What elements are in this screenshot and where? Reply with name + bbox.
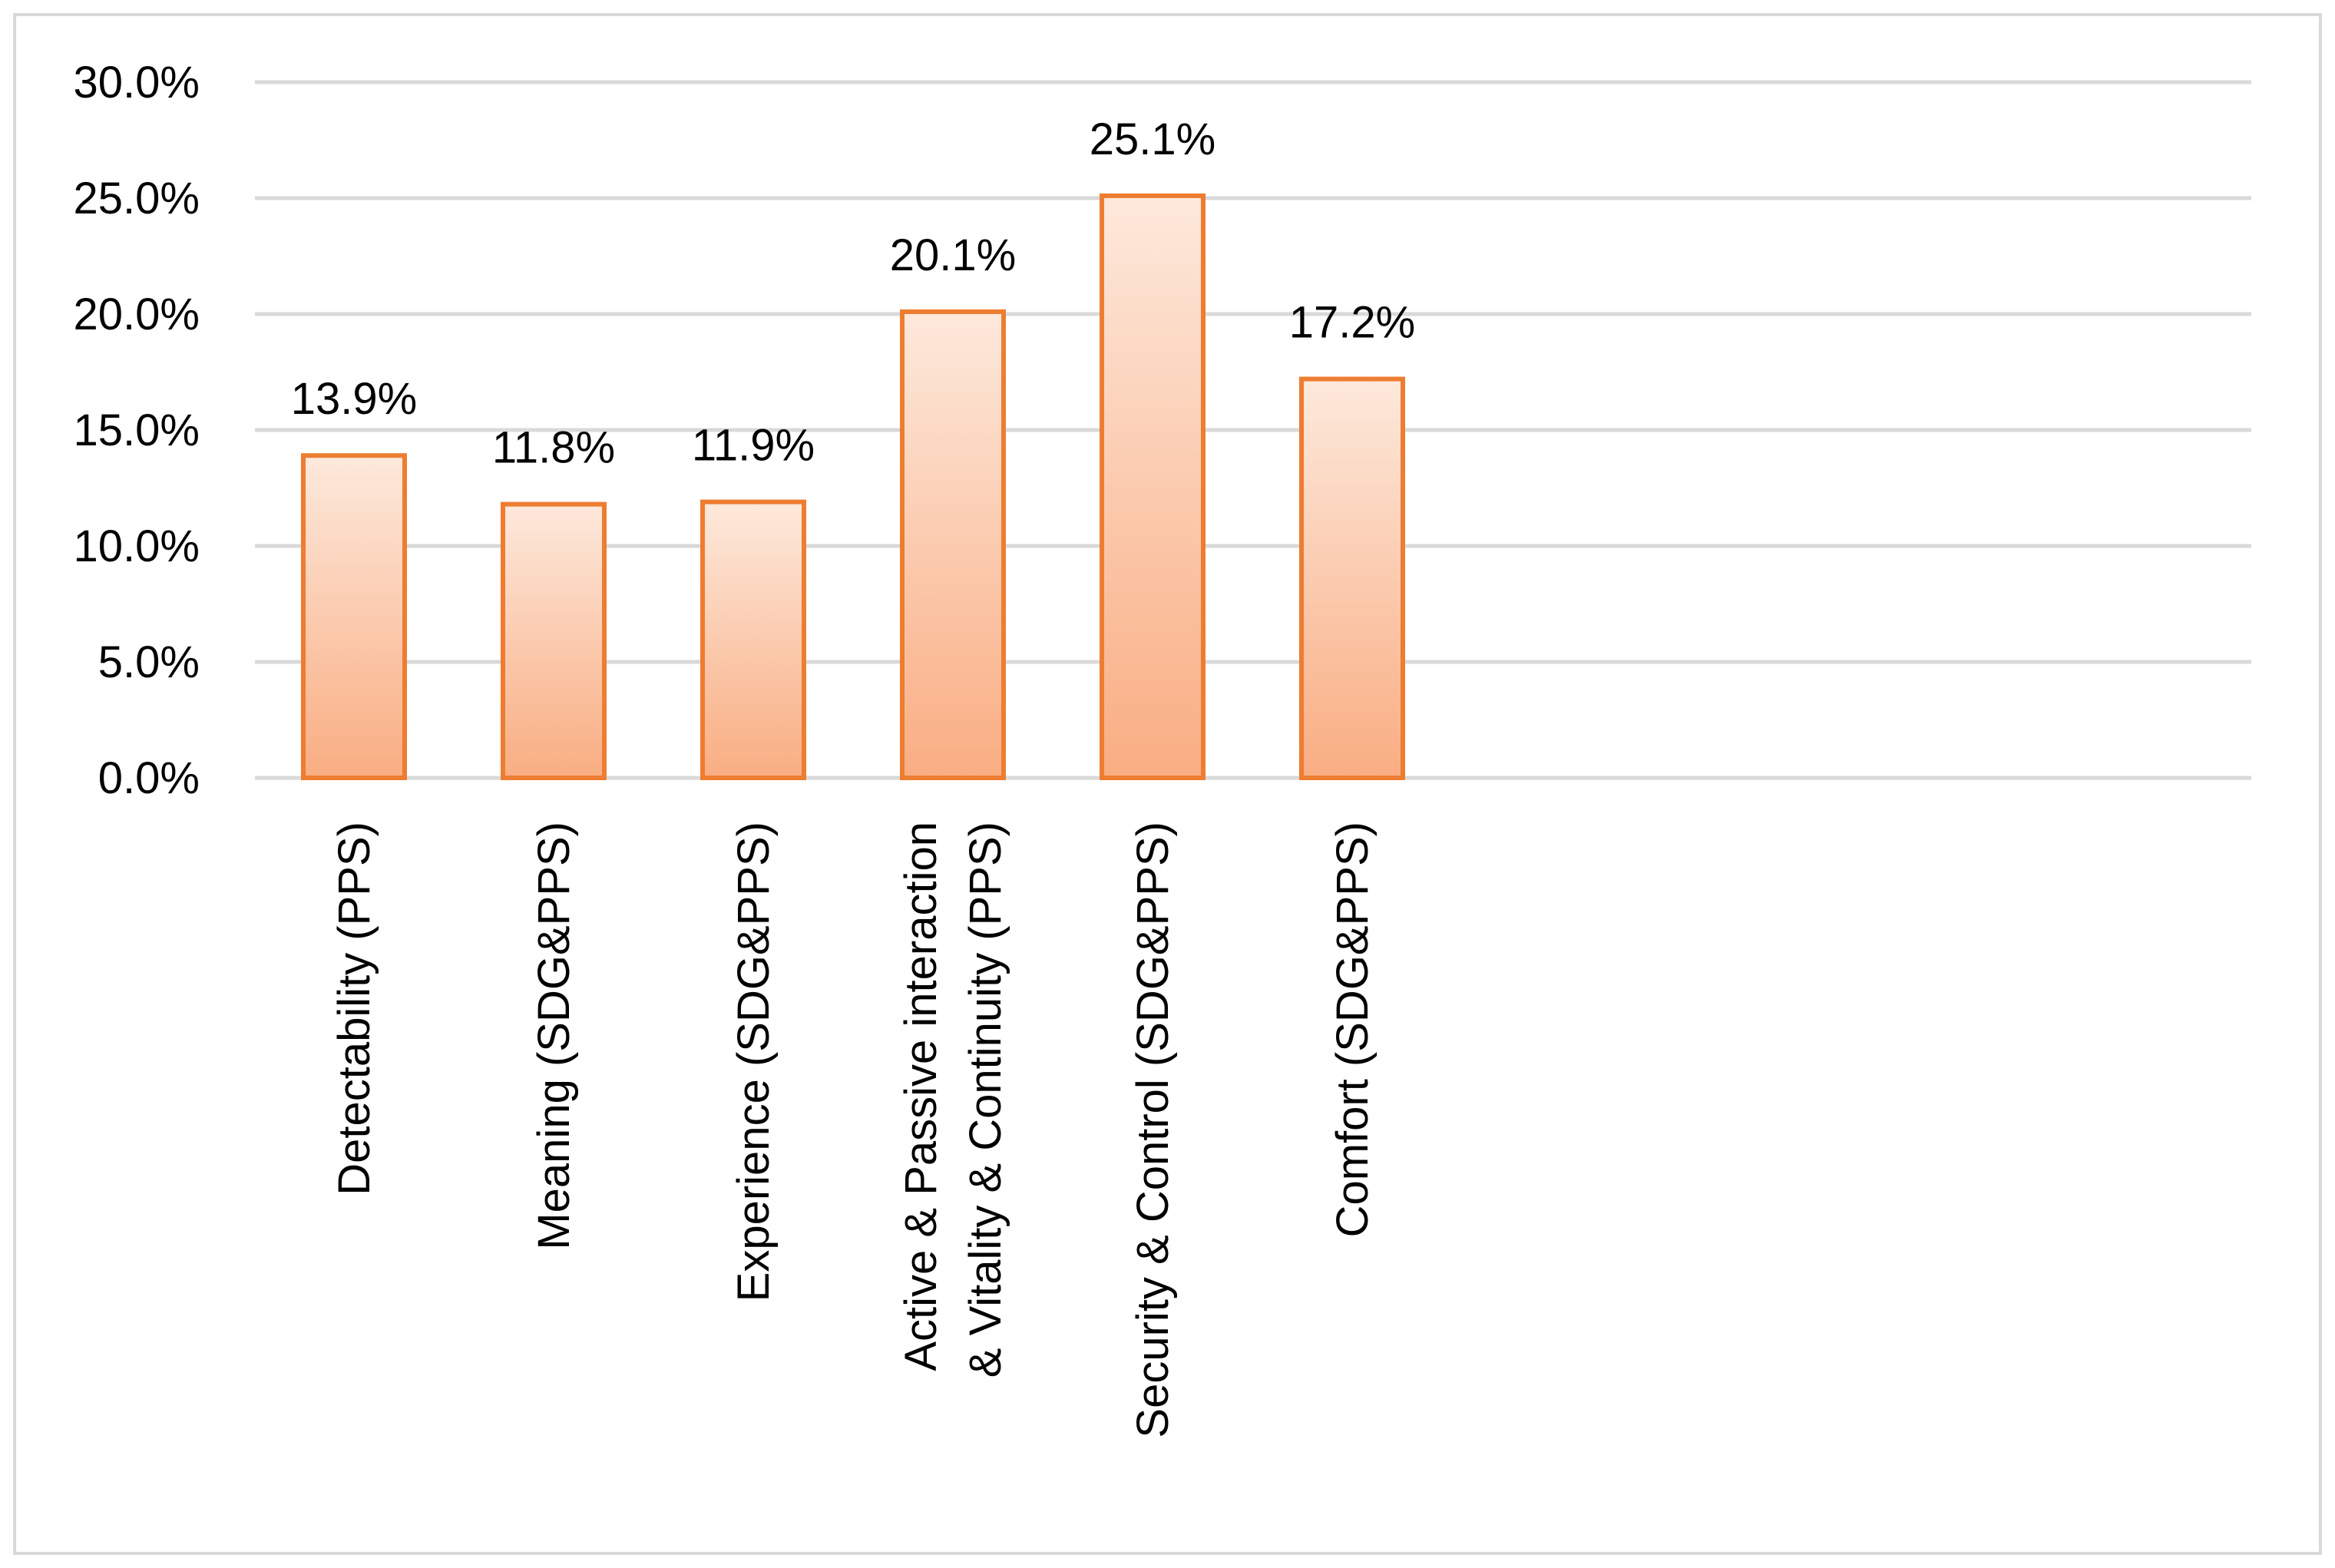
data-label: 20.1% [890,230,1016,280]
category-label-line: Detectability (PPS) [329,822,379,1196]
category-label: Security & Control (SDG&PPS) [1128,822,1178,1438]
y-tick-label: 15.0% [74,405,200,455]
x-axis-category-labels: Detectability (PPS) Meaning (SDG&PPS) Expe… [329,822,1378,1438]
bar [900,309,1006,781]
category-label-line: Comfort (SDG&PPS) [1328,822,1378,1237]
bar [1100,193,1206,781]
category-label: Active & Passive interaction & Vitality &… [896,822,1010,1378]
category-label: Comfort (SDG&PPS) [1328,822,1378,1237]
bar [700,499,806,780]
y-axis-tick-labels: 0.0% 5.0% 10.0% 15.0% 20.0% 25.0% 30.0% [74,58,200,803]
data-label: 13.9% [291,374,417,424]
data-label: 11.8% [492,423,615,473]
category-label: Experience (SDG&PPS) [729,822,779,1302]
y-tick-label: 5.0% [98,637,200,687]
y-tick-label: 0.0% [98,753,200,803]
data-label: 25.1% [1090,114,1215,164]
category-label: Meaning (SDG&PPS) [529,822,579,1250]
y-tick-label: 10.0% [74,521,200,571]
category-label: Detectability (PPS) [329,822,379,1196]
bars [301,193,1405,781]
data-labels: 13.9% 11.8% 11.9% 20.1% 25.1% 17.2% [291,114,1415,473]
category-label-line: Meaning (SDG&PPS) [529,822,579,1250]
category-label-line: Experience (SDG&PPS) [729,822,779,1302]
data-label: 17.2% [1289,298,1415,348]
bar [1299,376,1405,780]
y-tick-label: 20.0% [74,289,200,339]
category-label-line: & Vitality & Continuity (PPS) [961,822,1010,1378]
y-tick-label: 30.0% [74,58,200,108]
y-tick-label: 25.0% [74,174,200,223]
data-label: 11.9% [692,421,815,471]
category-label-line: Active & Passive interaction [896,822,946,1371]
category-label-line: Security & Control (SDG&PPS) [1128,822,1178,1438]
bar [301,453,407,780]
bar [501,501,607,780]
